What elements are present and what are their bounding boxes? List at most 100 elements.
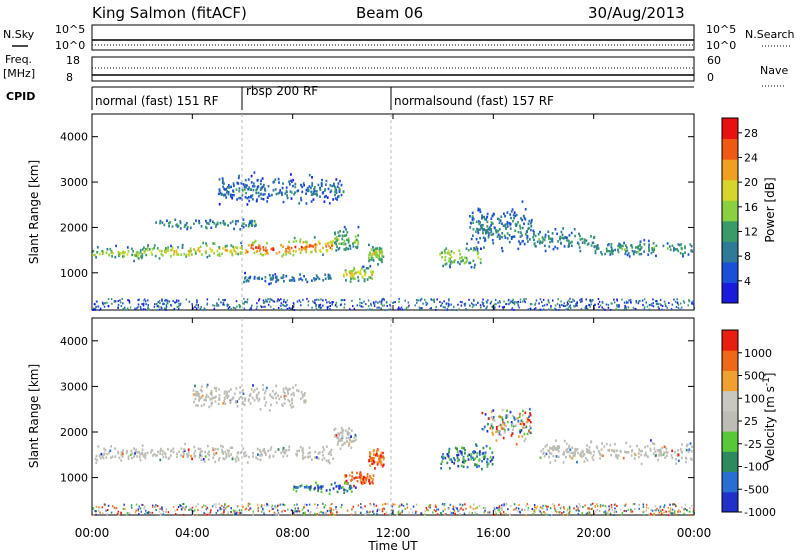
noise-cell — [523, 298, 525, 301]
noise-cell — [449, 503, 452, 506]
echo-cell — [469, 226, 472, 229]
echo-cell — [376, 247, 379, 250]
echo-cell — [342, 190, 345, 194]
echo-cell — [586, 449, 589, 452]
echo-cell — [160, 447, 162, 451]
echo-cell — [639, 248, 642, 251]
echo-cell — [373, 452, 375, 456]
echo-cell — [161, 254, 164, 257]
echo-cell — [630, 454, 633, 457]
echo-cell — [471, 215, 474, 218]
noise-cell — [373, 303, 376, 306]
noise-cell — [615, 308, 617, 311]
noise-cell — [419, 308, 421, 311]
noise-cell — [130, 504, 133, 507]
echo-cell — [141, 255, 144, 258]
noise-cell — [533, 509, 536, 512]
noise-cell — [582, 505, 584, 508]
echo-cell — [529, 412, 531, 415]
noise-cell — [440, 512, 442, 514]
echo-cell — [574, 450, 576, 454]
echo-cell — [265, 246, 267, 250]
noise-cell — [623, 509, 625, 512]
echo-cell — [341, 431, 344, 434]
echo-cell — [336, 236, 338, 239]
echo-cell — [453, 462, 456, 465]
echo-cell — [200, 253, 203, 256]
noise-cell — [249, 507, 251, 510]
noise-cell — [219, 506, 221, 509]
colorbar-swatch — [722, 491, 738, 513]
noise-cell — [95, 513, 97, 516]
echo-cell — [170, 244, 172, 248]
noise-cell — [599, 504, 602, 507]
echo-cell — [346, 238, 348, 242]
echo-cell — [379, 458, 382, 461]
echo-cell — [314, 486, 316, 490]
echo-cell — [653, 246, 656, 249]
echo-cell — [672, 249, 675, 252]
echo-cell — [117, 251, 120, 255]
echo-cell — [506, 409, 508, 412]
noise-cell — [299, 309, 302, 311]
noise-cell — [595, 510, 597, 513]
noise-cell — [173, 307, 175, 310]
noise-cell — [396, 513, 398, 516]
echo-cell — [336, 185, 339, 188]
noise-cell — [226, 505, 228, 508]
echo-cell — [447, 449, 450, 452]
noise-cell — [671, 508, 674, 511]
echo-cell — [529, 420, 532, 424]
echo-cell — [481, 224, 484, 227]
noise-cell — [154, 303, 156, 306]
noise-cell — [529, 307, 532, 310]
noise-cell — [535, 307, 537, 310]
noise-cell — [530, 303, 533, 306]
noise-cell — [404, 508, 406, 510]
noise-cell — [621, 298, 623, 301]
noise-cell — [120, 512, 122, 515]
echo-cell — [327, 460, 330, 463]
noise-cell — [680, 306, 683, 309]
echo-cell — [155, 221, 157, 224]
noise-cell — [487, 511, 489, 514]
echo-cell — [205, 393, 208, 397]
echo-cell — [239, 196, 242, 200]
noise-cell — [330, 507, 332, 510]
echo-cell — [675, 458, 677, 461]
noise-cell — [197, 304, 199, 307]
noise-cell — [691, 504, 693, 507]
echo-cell — [172, 450, 175, 454]
echo-cell — [477, 209, 480, 212]
noise-cell — [235, 510, 238, 513]
echo-cell — [500, 424, 503, 427]
echo-cell — [338, 190, 341, 193]
noise-cell — [493, 303, 496, 306]
echo-cell — [309, 451, 312, 454]
noise-cell — [424, 513, 426, 516]
noise-cell — [459, 300, 462, 303]
noise-cell — [120, 305, 123, 307]
echo-cell — [576, 241, 579, 244]
echo-cell — [514, 222, 517, 226]
echo-cell — [176, 452, 178, 455]
echo-cell — [370, 270, 373, 274]
noise-cell — [213, 307, 216, 310]
echo-cell — [643, 238, 646, 242]
echo-cell — [142, 454, 145, 458]
echo-cell — [280, 395, 282, 398]
echo-cell — [305, 484, 308, 488]
echo-cell — [249, 402, 252, 405]
noise-cell — [352, 305, 354, 308]
echo-cell — [231, 397, 233, 401]
echo-cell — [526, 420, 529, 424]
echo-cell — [232, 189, 234, 192]
echo-cell — [287, 245, 289, 248]
echo-cell — [338, 188, 341, 192]
echo-cell — [291, 276, 294, 279]
x-tick-label: 00:00 — [75, 526, 110, 540]
echo-cell — [691, 250, 694, 253]
echo-cell — [206, 383, 209, 387]
echo-cell — [380, 451, 383, 455]
echo-cell — [328, 492, 331, 496]
